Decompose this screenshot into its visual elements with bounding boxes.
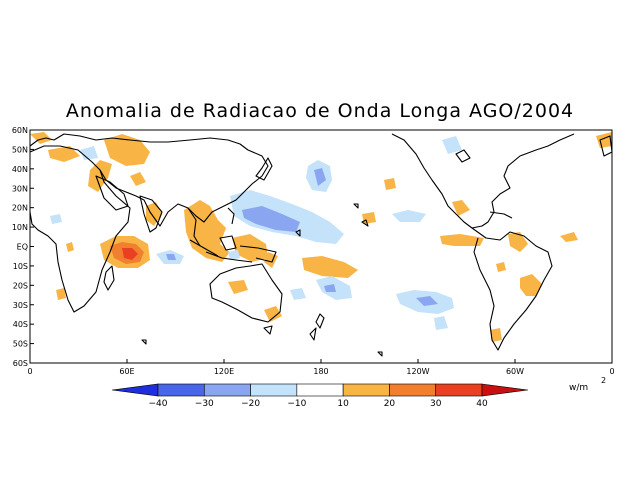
colorbar-label: 10 (337, 399, 349, 409)
colorbar: −40 −30 −20 −10 10 20 30 40 (111, 383, 529, 409)
colorbar-swatch (435, 383, 483, 397)
lat-label: 30N (12, 184, 28, 193)
lon-label: 0 (609, 367, 614, 376)
coastlines (29, 133, 613, 357)
colorbar-label: −30 (195, 399, 214, 409)
colorbar-label: −10 (287, 399, 306, 409)
lon-label: 180 (313, 367, 328, 376)
lat-label: 20S (13, 281, 28, 290)
lon-label: 60E (119, 367, 134, 376)
colorbar-swatch (203, 383, 251, 397)
colorbar-swatch (389, 383, 437, 397)
lat-label: 20N (12, 204, 28, 213)
lon-label: 0 (27, 367, 32, 376)
longitude-axis: 0 60E 120E 180 120W 60W 0 (27, 359, 615, 376)
colorbar-label: 40 (476, 399, 488, 409)
colorbar-label: 30 (430, 399, 442, 409)
lat-label: 50N (12, 145, 28, 154)
lon-label: 120E (214, 367, 234, 376)
colorbar-swatch (250, 383, 298, 397)
colorbar-swatch (296, 383, 344, 397)
colorbar-label: −20 (241, 399, 260, 409)
anomaly-shading (30, 132, 612, 342)
lat-label: 60N (12, 126, 28, 135)
lon-label: 60W (506, 367, 524, 376)
units-exponent: 2 (601, 376, 606, 385)
lat-label: 30S (13, 301, 28, 310)
lat-label: 40S (13, 320, 28, 329)
lon-label: 120W (406, 367, 429, 376)
lat-label: 10S (13, 262, 28, 271)
units-label: w/m (569, 383, 588, 393)
lat-label: 10N (12, 223, 28, 232)
colorbar-swatch (342, 383, 390, 397)
colorbar-label: −40 (149, 399, 168, 409)
lat-label: 60S (13, 359, 28, 368)
colorbar-max-triangle (481, 383, 529, 397)
map-title: Anomalia de Radiacao de Onda Longa AGO/2… (65, 100, 575, 122)
lat-label: EQ (17, 243, 28, 252)
colorbar-swatch (157, 383, 205, 397)
lat-label: 40N (12, 165, 28, 174)
lat-label: 50S (13, 340, 28, 349)
colorbar-min-triangle (111, 383, 159, 397)
latitude-axis: 60N 50N 40N 30N 20N 10N EQ 10S 20S 30S 40S 50S 60S (12, 126, 34, 368)
colorbar-label: 20 (384, 399, 396, 409)
